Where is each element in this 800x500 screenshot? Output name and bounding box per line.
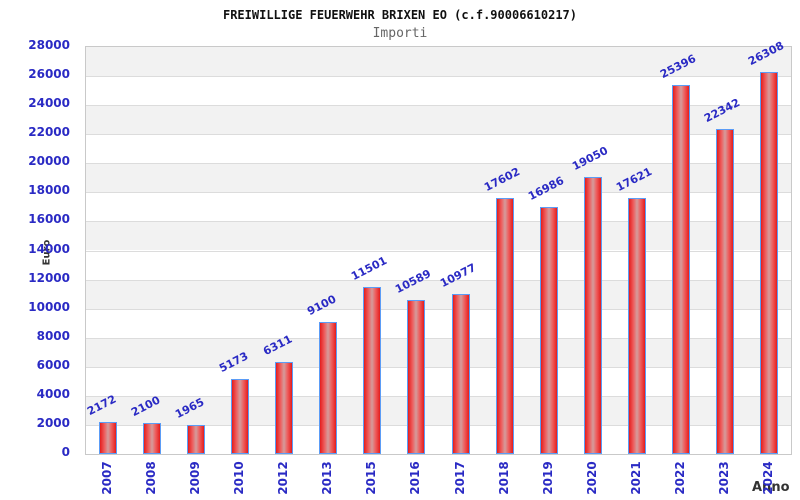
gridline <box>86 192 791 194</box>
gridline <box>86 76 791 78</box>
x-tick-2018: 2018 <box>496 461 511 495</box>
bar-2024 <box>759 71 778 454</box>
y-tick-12000: 12000 <box>28 270 70 285</box>
gridline <box>86 337 791 339</box>
x-tick-2012: 2012 <box>276 461 291 495</box>
bar-2017 <box>451 294 470 454</box>
x-tick-2023: 2023 <box>716 461 731 495</box>
y-tick-20000: 20000 <box>28 154 70 169</box>
x-tick-2021: 2021 <box>628 461 643 495</box>
x-tick-2019: 2019 <box>540 461 555 495</box>
gridline <box>86 424 791 426</box>
bar-2022 <box>671 84 690 454</box>
y-tick-6000: 6000 <box>36 357 70 372</box>
bar-2019 <box>539 207 558 454</box>
bar-2012 <box>275 362 294 454</box>
bar-2013 <box>319 321 338 454</box>
gridline <box>86 250 791 252</box>
bar-2020 <box>583 177 602 454</box>
gridline <box>86 134 791 136</box>
bar-2016 <box>407 300 426 454</box>
x-tick-2020: 2020 <box>584 461 599 495</box>
bar-2009 <box>187 425 206 454</box>
x-tick-2010: 2010 <box>232 461 247 495</box>
plot-area: 2172 2100 1965 5173 6311 9100 11501 10589 10977 1… <box>85 39 792 455</box>
chart-subtitle: Importi <box>372 26 428 41</box>
x-tick-2013: 2013 <box>320 461 335 495</box>
gridline <box>86 105 791 107</box>
x-axis-title: Anno <box>752 480 790 495</box>
chart-title: FREIWILLIGE FEUERWEHR BRIXEN EO (c.f.900… <box>222 8 577 22</box>
y-tick-16000: 16000 <box>28 212 70 227</box>
plot-band <box>86 47 791 77</box>
x-tick-2016: 2016 <box>408 461 423 495</box>
x-tick-2017: 2017 <box>452 461 467 495</box>
gridline <box>86 221 791 223</box>
bar-2010 <box>231 378 250 454</box>
bar-2015 <box>363 286 382 454</box>
y-tick-10000: 10000 <box>28 299 70 314</box>
bar-2018 <box>495 198 514 454</box>
x-tick-2022: 2022 <box>672 461 687 495</box>
y-tick-8000: 8000 <box>36 328 70 343</box>
x-tick-2009: 2009 <box>188 461 203 495</box>
bar-2021 <box>627 197 646 454</box>
y-tick-28000: 28000 <box>28 38 70 52</box>
x-tick-2024: 2024 <box>760 461 775 495</box>
bar-2023 <box>715 129 734 454</box>
bar-2008 <box>143 423 162 454</box>
bar-2007 <box>99 422 118 454</box>
y-tick-18000: 18000 <box>28 183 70 198</box>
x-tick-2015: 2015 <box>364 461 379 495</box>
x-tick-2008: 2008 <box>144 461 159 495</box>
x-tick-2007: 2007 <box>100 461 115 495</box>
y-tick-0: 0 <box>61 445 70 459</box>
gridline <box>86 366 791 368</box>
y-tick-26000: 26000 <box>28 67 70 82</box>
y-tick-14000: 14000 <box>28 241 70 256</box>
y-tick-24000: 24000 <box>28 96 70 111</box>
gridline <box>86 308 791 310</box>
gridline <box>86 163 791 165</box>
y-tick-22000: 22000 <box>28 125 70 140</box>
gridline <box>86 395 791 397</box>
y-tick-2000: 2000 <box>36 415 70 430</box>
gridline <box>86 279 791 281</box>
y-tick-4000: 4000 <box>36 386 70 401</box>
